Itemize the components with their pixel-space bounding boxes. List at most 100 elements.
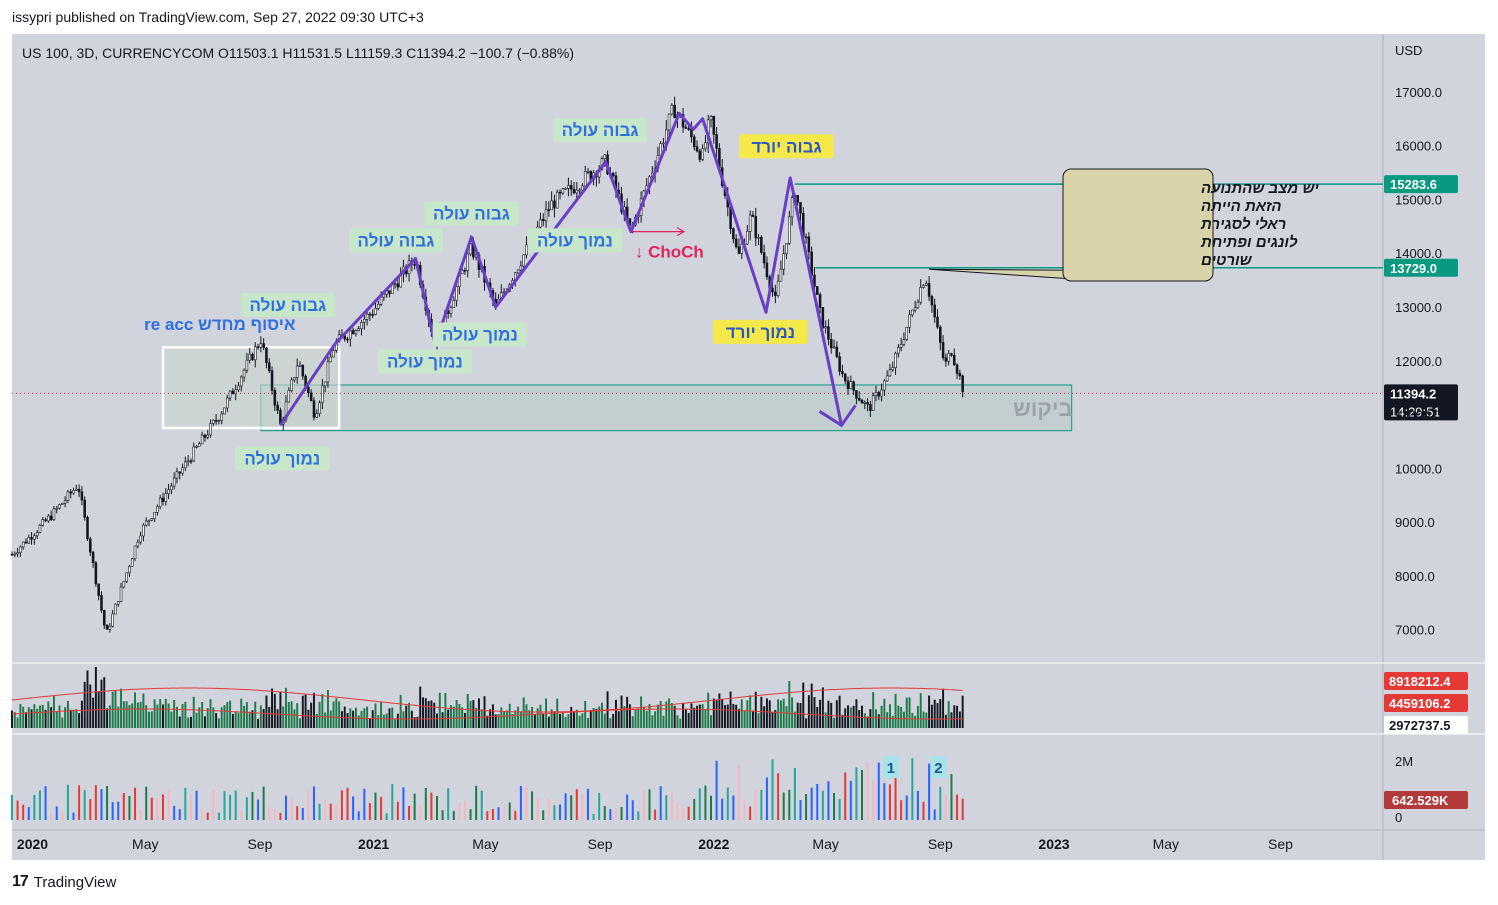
candle-body bbox=[704, 142, 707, 150]
volume-bar bbox=[517, 706, 520, 728]
annotation-label: גבוה עולה bbox=[433, 205, 510, 224]
volume-bar bbox=[877, 714, 880, 728]
marker-bg bbox=[930, 756, 947, 778]
volume-bar bbox=[83, 681, 86, 728]
candle-body bbox=[519, 265, 523, 271]
volume-bar bbox=[388, 708, 391, 728]
histogram-bar bbox=[581, 794, 584, 820]
volume-bar bbox=[153, 699, 156, 728]
histogram-bar bbox=[480, 790, 483, 820]
histogram-bar bbox=[603, 806, 606, 820]
histogram-bar bbox=[402, 787, 405, 820]
volume-bar bbox=[231, 713, 234, 728]
volume-bar bbox=[886, 712, 889, 728]
candle-body bbox=[796, 195, 799, 203]
histogram-bar bbox=[268, 806, 271, 820]
candle-body bbox=[883, 380, 886, 391]
volume-bar bbox=[413, 717, 416, 728]
hist-tick: 2M bbox=[1395, 754, 1413, 769]
histogram-bar bbox=[391, 784, 394, 820]
annotation-bg bbox=[552, 118, 648, 143]
candle-body bbox=[838, 356, 841, 372]
currency-label: USD bbox=[1395, 43, 1422, 58]
histogram-bar bbox=[508, 802, 511, 820]
candle-body bbox=[175, 471, 179, 479]
candle-body bbox=[321, 385, 324, 404]
histogram-bar bbox=[11, 794, 13, 820]
volume-bar bbox=[463, 712, 466, 728]
candle-body bbox=[365, 313, 369, 320]
volume-bar bbox=[167, 703, 170, 728]
y-tick-label: 10000.0 bbox=[1395, 461, 1442, 476]
volume-bar bbox=[863, 713, 866, 728]
candle-body bbox=[388, 290, 391, 294]
candle-body bbox=[701, 148, 704, 160]
volume-bar bbox=[329, 710, 332, 728]
volume-bar bbox=[80, 700, 83, 728]
volume-bar bbox=[573, 711, 575, 728]
volume-bar bbox=[791, 697, 794, 728]
volume-bar bbox=[103, 677, 106, 728]
volume-bar bbox=[30, 709, 33, 728]
volume-bar bbox=[396, 713, 399, 728]
volume-bar bbox=[511, 713, 514, 728]
annotation-label: נמוך עולה bbox=[442, 326, 518, 345]
volume-bar bbox=[293, 709, 296, 728]
histogram-bar bbox=[117, 801, 120, 820]
histogram-bar bbox=[950, 774, 953, 820]
candle-body bbox=[24, 541, 28, 544]
candle-body bbox=[785, 243, 788, 255]
candle-body bbox=[815, 286, 819, 295]
price-axis[interactable]: USD 17000.0 16000.0 15000.0 14000.0 13000.0 12… bbox=[1395, 43, 1442, 638]
volume-bar bbox=[307, 709, 310, 728]
histogram-bar bbox=[240, 810, 243, 820]
price-badge-value: 13729.0 bbox=[1390, 261, 1437, 276]
volume-bar bbox=[768, 700, 771, 728]
volume-bar bbox=[483, 696, 486, 728]
candle-body bbox=[94, 562, 98, 585]
candle-body bbox=[212, 419, 215, 424]
candle-body bbox=[933, 304, 936, 318]
histogram-bar bbox=[189, 794, 192, 820]
candle-body bbox=[251, 353, 254, 361]
x-tick-label: Sep bbox=[247, 836, 272, 852]
candle-body bbox=[156, 506, 159, 513]
volume-bar bbox=[670, 703, 673, 728]
volume-bar bbox=[626, 696, 629, 728]
volume-bar bbox=[600, 702, 603, 728]
volume-bar bbox=[757, 713, 760, 728]
histogram-bar bbox=[749, 806, 752, 820]
histogram-bar bbox=[374, 792, 377, 820]
histogram-bar bbox=[329, 803, 332, 820]
candle-body bbox=[273, 390, 277, 406]
volume-bar bbox=[75, 709, 78, 728]
candle-body bbox=[603, 154, 607, 159]
candle-body bbox=[525, 244, 528, 256]
note-line: הזאת הייתה bbox=[1201, 198, 1282, 215]
histogram-bar bbox=[564, 793, 567, 820]
histogram-bar bbox=[592, 813, 595, 820]
volume-bar bbox=[198, 707, 201, 728]
volume-bar bbox=[603, 713, 606, 728]
volume-bar bbox=[131, 703, 134, 728]
volume-bar bbox=[866, 716, 869, 728]
annotation-label: נמוך יורד bbox=[726, 323, 795, 342]
price-badge bbox=[1384, 175, 1458, 194]
candle-body bbox=[245, 359, 249, 371]
volume-bar bbox=[108, 705, 111, 728]
x-tick-label: May bbox=[472, 836, 498, 852]
candle-body bbox=[740, 244, 744, 254]
volume-badge bbox=[1384, 716, 1468, 734]
volume-bar bbox=[721, 699, 724, 728]
volume-bar bbox=[687, 712, 690, 728]
histogram-bar bbox=[335, 803, 338, 820]
volume-bar bbox=[299, 718, 301, 728]
histogram-bar bbox=[22, 804, 25, 820]
volume-pane: 8918212.4 4459106.2 2972737.5 bbox=[11, 666, 1468, 734]
histogram-bar bbox=[89, 799, 92, 820]
candle-body bbox=[944, 357, 948, 362]
volume-bar bbox=[944, 714, 947, 728]
time-axis[interactable]: 2020 May Sep 2021 May Sep 2022 May Sep 2023 May Sep bbox=[17, 836, 1293, 852]
histogram-bar bbox=[676, 802, 679, 820]
